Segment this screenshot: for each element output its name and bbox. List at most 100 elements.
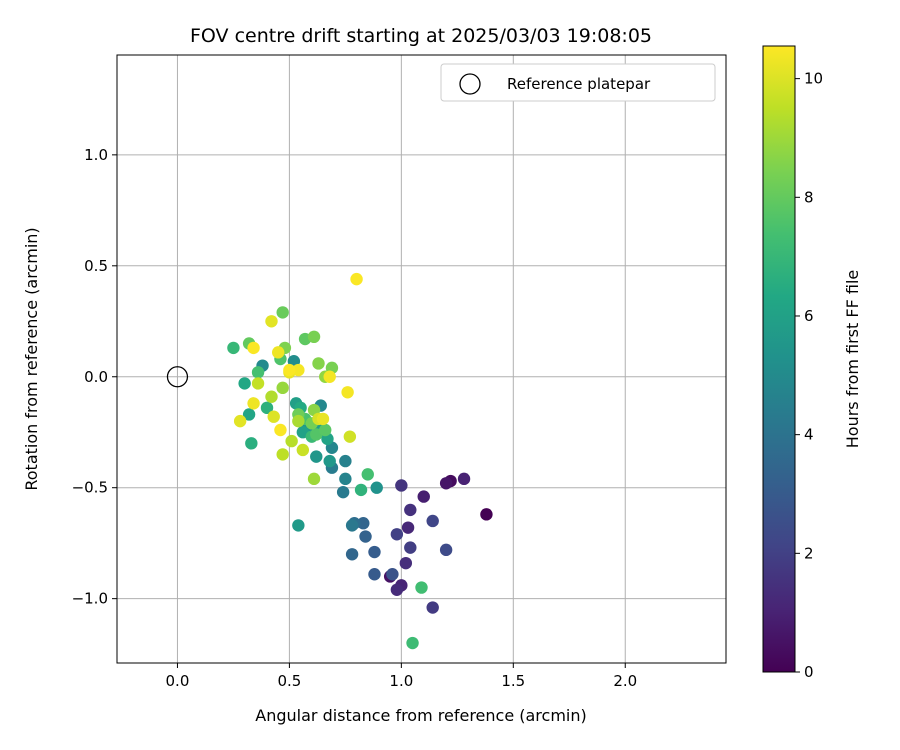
scatter-point (343, 430, 357, 443)
axes-frame (116, 54, 727, 664)
scatter-point (339, 472, 352, 486)
scatter-point (404, 541, 417, 554)
legend-box (440, 63, 716, 102)
chart-title: FOV centre drift starting at 2025/03/03 … (190, 25, 652, 47)
scatter-point (242, 408, 256, 421)
scatter-point (267, 410, 280, 423)
reference-platepar-marker (166, 366, 189, 388)
colorbar-gradient (762, 45, 796, 673)
colorbar-tick-label: 6 (804, 307, 814, 325)
scatter-point (426, 601, 439, 614)
scatter-point (359, 530, 372, 543)
scatter-point (404, 503, 417, 517)
legend-reference-marker (459, 73, 481, 95)
scatter-point (401, 521, 415, 534)
colorbar-tick-label: 2 (804, 544, 814, 562)
scatter-point (292, 363, 305, 377)
scatter-point (307, 330, 321, 344)
scatter-point (439, 477, 453, 490)
scatter-point (370, 481, 383, 494)
scatter-point (323, 454, 336, 468)
scatter-point (368, 545, 381, 559)
scatter-point (357, 517, 370, 530)
scatter-point (336, 485, 350, 499)
scatter-point (310, 450, 323, 463)
scatter-point (307, 472, 321, 486)
scatter-point (251, 377, 265, 390)
scatter-point (439, 543, 453, 557)
scatter-point (296, 443, 310, 457)
x-tick-label: 0.5 (277, 672, 301, 690)
y-axis-ticks: −1.0 −0.5 0.0 0.5 1.0 (72, 146, 117, 608)
y-tick-label: 0.5 (84, 257, 108, 275)
scatter-point (260, 401, 274, 415)
scatter-point (319, 423, 332, 437)
x-tick-label: 1.5 (501, 672, 525, 690)
scatter-point (368, 568, 381, 581)
scatter-point (245, 437, 258, 450)
scatter-points (227, 272, 493, 650)
x-axis-ticks: 0.0 0.5 1.0 1.5 2.0 (166, 663, 637, 690)
scatter-point (276, 381, 289, 395)
x-tick-label: 2.0 (613, 672, 637, 690)
colorbar-tick-label: 4 (804, 426, 814, 444)
scatter-point (285, 434, 298, 448)
y-tick-label: 0.0 (84, 368, 108, 386)
scatter-point (272, 346, 285, 359)
colorbar: 0 2 4 6 8 10 Hours from first FF file (762, 45, 862, 681)
scatter-point (345, 548, 359, 561)
scatter-point (323, 370, 336, 383)
colorbar-label: Hours from first FF file (843, 270, 862, 449)
scatter-point (390, 528, 404, 541)
scatter-point (276, 448, 289, 461)
scatter-point (354, 483, 368, 497)
scatter-point (292, 414, 305, 428)
scatter-point (341, 386, 354, 399)
legend: Reference platepar (440, 63, 716, 102)
scatter-point (457, 472, 471, 486)
scatter-point (227, 341, 240, 355)
colorbar-ticks: 0 2 4 6 8 10 (795, 70, 823, 681)
scatter-point (292, 519, 305, 532)
legend-entry-label: Reference platepar (507, 75, 651, 93)
scatter-point (406, 636, 419, 650)
scatter-point (312, 357, 325, 370)
colorbar-tick-label: 8 (804, 188, 814, 206)
x-tick-label: 1.0 (389, 672, 413, 690)
plot-area: 0.0 0.5 1.0 1.5 2.0 −1.0 −0.5 0.0 0.5 1.0 (72, 54, 727, 690)
scatter-point (316, 412, 330, 426)
colorbar-tick-label: 0 (804, 663, 814, 681)
scatter-point (283, 363, 296, 377)
scatter-point (345, 519, 359, 532)
reference-marker-layer (166, 366, 189, 388)
scatter-point (480, 508, 493, 521)
scatter-point (350, 272, 363, 286)
colorbar-tick-label: 10 (804, 70, 823, 88)
scatter-point (390, 583, 404, 596)
y-axis-label: Rotation from reference (arcmin) (22, 227, 41, 490)
x-axis-label: Angular distance from reference (arcmin) (255, 706, 586, 725)
scatter-point (361, 468, 374, 481)
scatter-point (265, 390, 278, 403)
scatter-point (395, 479, 408, 492)
scatter-point (386, 568, 399, 581)
y-tick-label: −0.5 (72, 479, 108, 497)
scatter-point (426, 514, 439, 528)
y-tick-label: 1.0 (84, 146, 108, 164)
scatter-point (339, 454, 352, 468)
scatter-point (233, 414, 247, 428)
scatter-point (274, 423, 287, 437)
scatter-point (265, 315, 278, 328)
scatter-point (247, 397, 260, 410)
scatter-point (417, 490, 430, 503)
scatter-point (276, 306, 289, 319)
y-tick-label: −1.0 (72, 590, 108, 608)
scatter-point (399, 556, 413, 570)
scatter-point (238, 377, 251, 390)
x-tick-label: 0.0 (166, 672, 190, 690)
scatter-point (251, 366, 265, 379)
scatter-point (415, 581, 428, 594)
scatter-point (247, 341, 260, 355)
